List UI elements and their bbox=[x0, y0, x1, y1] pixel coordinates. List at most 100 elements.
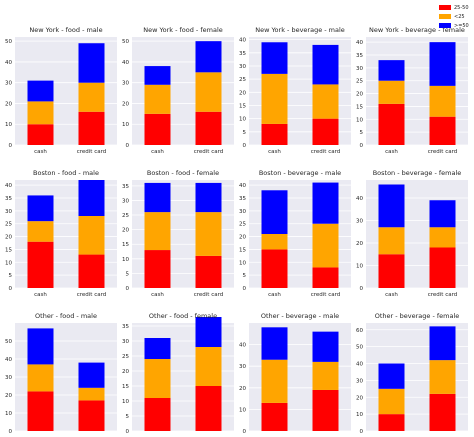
x-tick-label: cash bbox=[385, 292, 398, 298]
legend-item: <25 bbox=[439, 12, 474, 21]
y-tick-label: 30 bbox=[5, 209, 12, 215]
bar-segment bbox=[429, 42, 456, 86]
y-tick-label: 25 bbox=[239, 222, 246, 228]
y-tick-label: 0 bbox=[9, 143, 13, 149]
y-tick-label: 5 bbox=[360, 130, 364, 136]
chart-title: New York - food - female bbox=[143, 26, 223, 34]
bar-segment bbox=[78, 111, 105, 145]
bar-segment bbox=[144, 66, 171, 85]
chart-title: New York - beverage - male bbox=[255, 26, 345, 34]
bar-segment bbox=[27, 364, 54, 392]
bar-segment bbox=[78, 387, 105, 401]
bar-segment bbox=[195, 41, 222, 73]
y-tick-label: 20 bbox=[5, 235, 12, 241]
bar-segment bbox=[27, 101, 54, 125]
bar-segment bbox=[78, 180, 105, 216]
x-tick-label: cash bbox=[151, 292, 164, 298]
bar-segment bbox=[378, 103, 405, 145]
bar-segment bbox=[429, 85, 456, 117]
bar-segment bbox=[78, 216, 105, 255]
chart-title: Other - beverage - male bbox=[261, 312, 339, 320]
y-tick-label: 20 bbox=[356, 395, 363, 401]
y-tick-label: 20 bbox=[5, 393, 12, 399]
y-tick-label: 5 bbox=[126, 271, 130, 277]
bar-segment bbox=[27, 241, 54, 288]
legend-swatch-ge50 bbox=[439, 23, 451, 28]
bar-segment bbox=[27, 124, 54, 145]
x-tick-label: credit card bbox=[77, 292, 107, 298]
y-tick-label: 25 bbox=[122, 213, 129, 219]
y-tick-label: 40 bbox=[5, 60, 12, 66]
x-tick-label: credit card bbox=[77, 149, 107, 155]
y-tick-label: 25 bbox=[122, 354, 129, 360]
y-tick-label: 60 bbox=[356, 328, 363, 334]
bar-segment bbox=[144, 84, 171, 114]
y-tick-label: 20 bbox=[239, 386, 246, 392]
chart-panel: 0 10 20 30 40 50 cash credit card New York - foo… bbox=[5, 26, 117, 155]
bar-segment bbox=[195, 212, 222, 256]
bar-segment bbox=[195, 317, 222, 347]
bar-segment bbox=[429, 360, 456, 394]
y-tick-label: 30 bbox=[122, 339, 129, 345]
bar-segment bbox=[261, 234, 288, 250]
y-tick-label: 35 bbox=[356, 53, 363, 59]
x-tick-label: credit card bbox=[194, 292, 224, 298]
y-tick-label: 15 bbox=[5, 247, 12, 253]
bar-segment bbox=[261, 73, 288, 124]
legend-label: >=50 bbox=[454, 22, 469, 29]
bar-segment bbox=[195, 72, 222, 112]
y-tick-label: 25 bbox=[5, 222, 12, 228]
chart-panel: 0 5 10 15 20 25 30 35 cash credit card Boston - fo… bbox=[122, 169, 234, 298]
y-tick-label: 25 bbox=[239, 77, 246, 83]
y-tick-label: 40 bbox=[356, 196, 363, 202]
bar-segment bbox=[78, 82, 105, 112]
bar-segment bbox=[312, 223, 339, 268]
y-tick-label: 20 bbox=[122, 369, 129, 375]
bar-segment bbox=[78, 400, 105, 431]
bar-segment bbox=[144, 212, 171, 251]
y-tick-label: 10 bbox=[356, 264, 363, 270]
y-tick-label: 35 bbox=[239, 51, 246, 57]
y-tick-label: 40 bbox=[239, 38, 246, 44]
bar-segment bbox=[144, 338, 171, 359]
y-tick-label: 30 bbox=[239, 209, 246, 215]
chart-title: Boston - food - female bbox=[147, 169, 219, 177]
x-tick-label: credit card bbox=[311, 149, 341, 155]
y-tick-label: 50 bbox=[5, 39, 12, 45]
x-tick-label: cash bbox=[268, 149, 281, 155]
y-tick-label: 5 bbox=[9, 273, 13, 279]
y-tick-label: 40 bbox=[356, 362, 363, 368]
bar-segment bbox=[312, 361, 339, 390]
y-tick-label: 0 bbox=[360, 429, 364, 433]
bar-segment bbox=[312, 182, 339, 224]
bar-segment bbox=[27, 391, 54, 431]
bar-segment bbox=[144, 182, 171, 213]
y-tick-label: 40 bbox=[5, 183, 12, 189]
y-tick-label: 20 bbox=[356, 92, 363, 98]
y-tick-label: 35 bbox=[122, 324, 129, 330]
bar-segment bbox=[195, 386, 222, 431]
bar-segment bbox=[312, 331, 339, 362]
chart-panel: 0 5 10 15 20 25 30 35 40 cash credit card Boston - … bbox=[5, 169, 117, 298]
chart-panel: 0 10 20 30 40 50 cash credit card New York - foo… bbox=[122, 26, 234, 155]
y-tick-label: 50 bbox=[122, 39, 129, 45]
x-tick-label: cash bbox=[151, 149, 164, 155]
bar-segment bbox=[261, 123, 288, 145]
y-tick-label: 20 bbox=[239, 235, 246, 241]
legend-swatch-25-50 bbox=[439, 5, 451, 10]
y-tick-label: 10 bbox=[122, 257, 129, 263]
y-tick-label: 0 bbox=[9, 286, 13, 292]
y-tick-label: 35 bbox=[239, 196, 246, 202]
y-tick-label: 15 bbox=[239, 103, 246, 109]
y-tick-label: 0 bbox=[243, 143, 247, 149]
y-tick-label: 30 bbox=[356, 219, 363, 225]
y-tick-label: 10 bbox=[239, 260, 246, 266]
bar-segment bbox=[378, 60, 405, 81]
chart-panel: 0 10 20 30 40 cash credit card Boston - beverag… bbox=[356, 169, 468, 298]
y-tick-label: 35 bbox=[122, 184, 129, 190]
y-tick-label: 0 bbox=[243, 286, 247, 292]
bar-segment bbox=[429, 326, 456, 361]
